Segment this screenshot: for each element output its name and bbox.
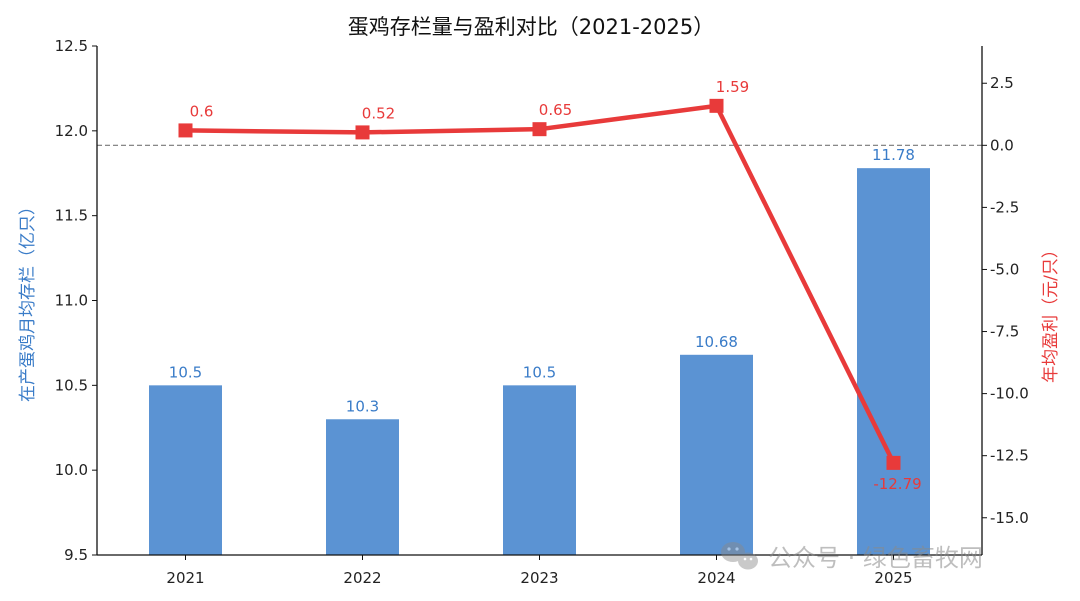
y-left-tick-label: 9.5 <box>64 546 88 564</box>
profit-marker-2023 <box>532 122 547 137</box>
profit-marker-2024 <box>709 98 724 113</box>
x-tick-label: 2021 <box>166 569 204 587</box>
y-right-tick-label: 0.0 <box>990 136 1014 154</box>
bar-value-label: 10.68 <box>695 333 738 351</box>
y-left-tick-label: 11.0 <box>55 292 88 310</box>
y-right-tick-label: -7.5 <box>990 323 1019 341</box>
y-axis-left-label: 在产蛋鸡月均存栏（亿只） <box>18 198 38 402</box>
bar-value-label: 11.78 <box>872 146 915 164</box>
y-left-tick-label: 12.5 <box>55 37 88 55</box>
bar-2025 <box>857 168 930 555</box>
y-right-tick-label: -10.0 <box>990 385 1029 403</box>
y-right-tick-label: -12.5 <box>990 447 1029 465</box>
bar-value-label: 10.5 <box>169 363 202 381</box>
bar-value-label: 10.3 <box>346 397 379 415</box>
profit-value-label: 0.65 <box>539 101 572 119</box>
wechat-icon <box>721 542 758 570</box>
bar-2023 <box>503 385 576 555</box>
line-series-layer: 0.6 0.52 0.65 1.59 -12.79 <box>178 78 922 493</box>
profit-value-label: 1.59 <box>716 78 749 96</box>
profit-marker-2022 <box>355 125 370 140</box>
x-tick-label: 2022 <box>343 569 381 587</box>
y-right-tick-label: -5.0 <box>990 260 1019 278</box>
profit-marker-2021 <box>178 123 193 138</box>
x-tick-label: 2025 <box>874 569 912 587</box>
profit-marker-2025 <box>886 455 901 470</box>
bar-value-label: 10.5 <box>523 363 556 381</box>
x-tick-label: 2023 <box>520 569 558 587</box>
y-left-tick-label: 12.0 <box>55 122 88 140</box>
bars-layer: 10.5 10.3 10.5 10.68 11.78 <box>149 146 930 555</box>
bar-2022 <box>326 419 399 555</box>
chart-title: 蛋鸡存栏量与盈利对比（2021-2025） <box>348 15 714 39</box>
profit-value-label: -12.79 <box>873 475 921 493</box>
x-tick-label: 2024 <box>697 569 735 587</box>
y-right-tick-label: 2.5 <box>990 74 1014 92</box>
profit-value-label: 0.6 <box>190 102 214 120</box>
bar-2021 <box>149 385 222 555</box>
y-left-tick-label: 10.0 <box>55 461 88 479</box>
watermark: 公众号 · 绿色畜牧网 <box>721 542 983 572</box>
y-right-tick-label: -15.0 <box>990 509 1029 527</box>
y-right-tick-label: -2.5 <box>990 198 1019 216</box>
watermark-text: 公众号 · 绿色畜牧网 <box>768 544 983 572</box>
y-axis-right-label: 年均盈利（元/只） <box>1041 241 1061 383</box>
profit-value-label: 0.52 <box>362 104 395 122</box>
bar-2024 <box>680 354 753 555</box>
y-left-tick-label: 11.5 <box>55 207 88 225</box>
axes-layer: 9.5 10.0 10.5 11.0 11.5 12.0 12.5 -15.0 -12.5 -10… <box>55 37 1029 587</box>
y-left-tick-label: 10.5 <box>55 376 88 394</box>
